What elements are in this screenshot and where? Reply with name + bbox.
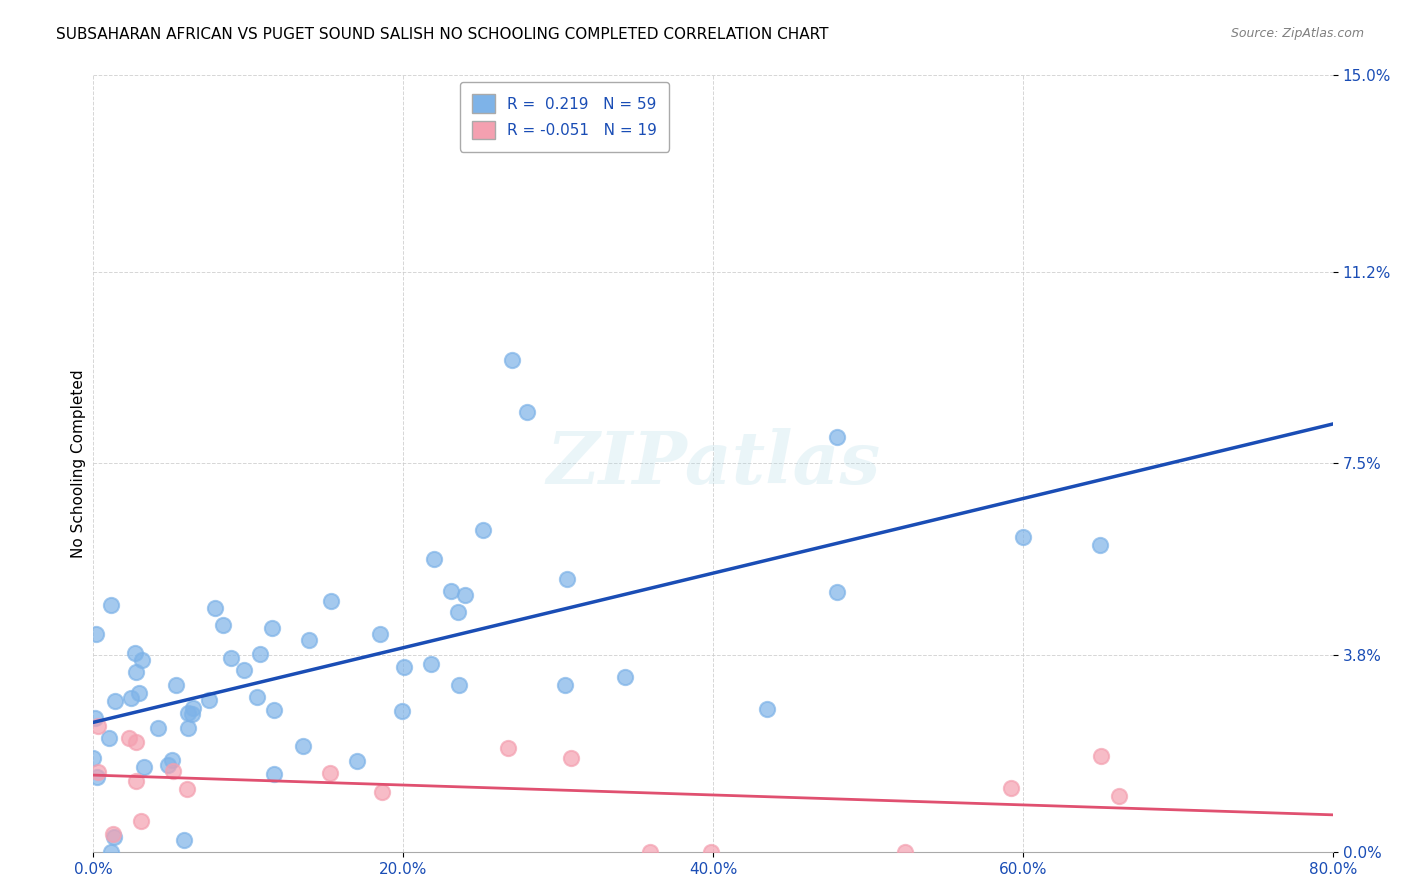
Point [181,700,204,714]
Point [212,617,235,632]
Point [391,704,413,718]
Point [449,678,471,692]
Point [97,731,120,745]
Point [177,721,200,735]
Point [516,404,538,418]
Point [82,750,104,764]
Point [173,833,195,847]
Point [124,646,146,660]
Point [249,647,271,661]
Point [86,770,108,784]
Point [232,663,254,677]
Point [125,774,148,789]
Point [1090,538,1112,552]
Point [298,633,321,648]
Point [100,845,122,859]
Point [825,585,848,599]
Point [131,653,153,667]
Point [346,754,368,768]
Point [197,693,219,707]
Point [120,691,142,706]
Point [394,660,416,674]
Point [319,766,342,780]
Point [292,739,315,753]
Point [118,731,141,746]
Point [472,523,495,537]
Point [501,352,523,367]
Point [263,766,285,780]
Point [263,703,285,717]
Point [613,670,636,684]
Point [555,572,578,586]
Point [371,785,394,799]
Point [419,657,441,672]
Point [124,665,146,680]
Point [756,702,779,716]
Text: Source: ZipAtlas.com: Source: ZipAtlas.com [1230,27,1364,40]
Point [825,430,848,444]
Point [454,588,477,602]
Point [700,845,723,859]
Point [440,584,463,599]
Point [640,845,662,859]
Point [104,693,127,707]
Point [496,741,519,756]
Point [87,764,110,779]
Text: ZIPatlas: ZIPatlas [546,428,880,499]
Point [447,605,470,619]
Point [162,764,184,778]
Point [103,830,125,845]
Point [1108,789,1130,804]
Point [1090,749,1112,764]
Point [319,594,342,608]
Point [128,685,150,699]
Text: SUBSAHARAN AFRICAN VS PUGET SOUND SALISH NO SCHOOLING COMPLETED CORRELATION CHAR: SUBSAHARAN AFRICAN VS PUGET SOUND SALISH… [56,27,828,42]
Point [893,845,915,859]
Point [262,621,284,635]
Point [101,827,124,841]
Point [87,719,110,733]
Point [176,782,198,797]
Point [160,753,183,767]
Point [368,627,391,641]
Point [84,711,107,725]
Point [554,677,576,691]
Point [219,650,242,665]
Point [246,690,269,705]
Point [422,552,444,566]
Point [100,598,122,612]
Point [156,757,179,772]
Point [204,601,226,615]
Point [84,626,107,640]
Point [177,706,200,721]
Point [129,814,152,828]
Point [125,735,148,749]
Point [132,760,155,774]
Point [165,678,187,692]
Point [1000,780,1022,795]
Point [1012,530,1035,544]
Point [560,751,582,765]
Point [181,707,204,722]
Point [146,721,169,735]
Y-axis label: No Schooling Completed: No Schooling Completed [72,369,86,558]
Legend: R =  0.219   N = 59, R = -0.051   N = 19: R = 0.219 N = 59, R = -0.051 N = 19 [460,82,669,152]
